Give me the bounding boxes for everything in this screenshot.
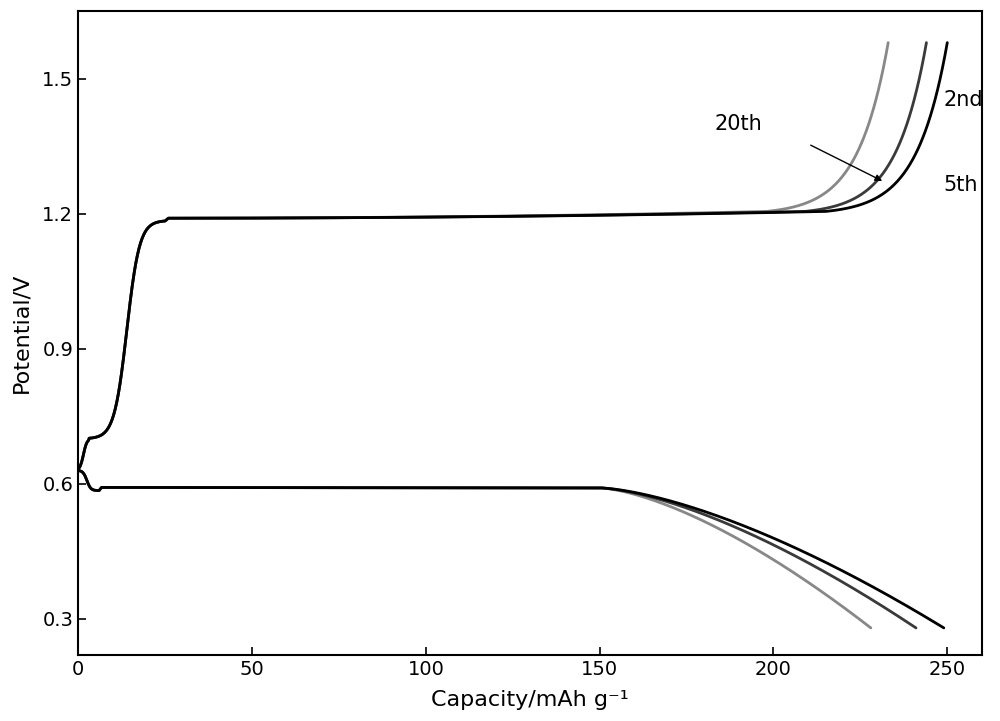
Text: 2nd: 2nd (944, 89, 983, 110)
Text: 5th: 5th (944, 175, 978, 195)
Y-axis label: Potential/V: Potential/V (11, 273, 31, 393)
X-axis label: Capacity/mAh g⁻¹: Capacity/mAh g⁻¹ (431, 690, 629, 710)
Text: 20th: 20th (714, 115, 762, 134)
